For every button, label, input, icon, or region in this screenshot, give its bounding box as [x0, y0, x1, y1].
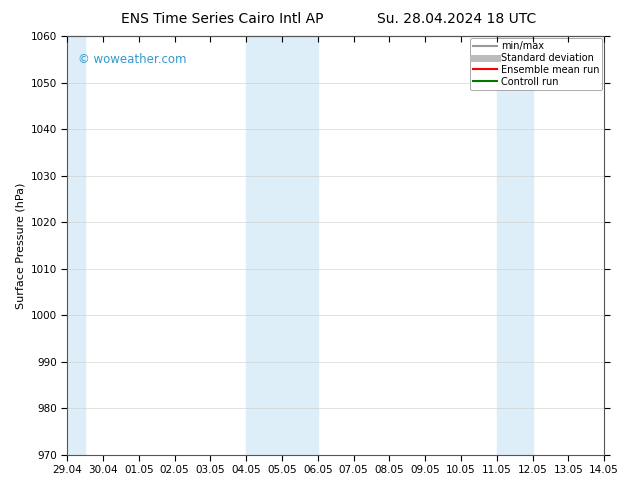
- Y-axis label: Surface Pressure (hPa): Surface Pressure (hPa): [15, 182, 25, 309]
- Text: Su. 28.04.2024 18 UTC: Su. 28.04.2024 18 UTC: [377, 12, 536, 26]
- Bar: [67, 36, 85, 455]
- Text: © woweather.com: © woweather.com: [78, 53, 186, 66]
- Bar: [246, 36, 318, 455]
- Legend: min/max, Standard deviation, Ensemble mean run, Controll run: min/max, Standard deviation, Ensemble me…: [470, 38, 602, 90]
- Bar: [497, 36, 533, 455]
- Text: ENS Time Series Cairo Intl AP: ENS Time Series Cairo Intl AP: [120, 12, 323, 26]
